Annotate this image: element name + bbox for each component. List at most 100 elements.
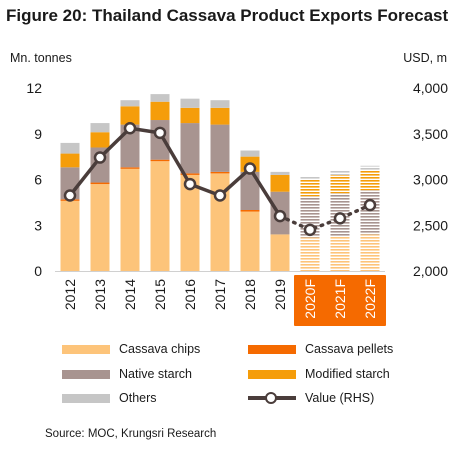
legend-label-modified-starch: Modified starch <box>305 367 390 381</box>
value-point-2014 <box>123 122 137 135</box>
x-tick-2020f: 2020F <box>302 279 318 319</box>
y-tick-right-4000: 4,000 <box>413 80 448 96</box>
bar-cassava-pellets-2013 <box>90 182 110 185</box>
y-tick-left-0: 0 <box>34 263 42 279</box>
legend-item-cassava-pellets: Cassava pellets <box>248 342 393 356</box>
bar-others-2018 <box>240 150 260 157</box>
bar-cassava-chips-2018 <box>240 211 260 271</box>
y-tick-left-3: 3 <box>34 217 42 233</box>
bar-cassava-chips-2021f <box>330 235 350 271</box>
value-point-2018 <box>243 162 257 175</box>
legend-swatch-modified-starch <box>248 369 296 379</box>
y-tick-left-6: 6 <box>34 172 42 188</box>
x-tick-2016: 2016 <box>182 279 198 310</box>
legend-swatch-cassava-pellets <box>248 344 296 354</box>
bar-modified-starch-2015 <box>150 101 170 121</box>
bar-modified-starch-2016 <box>180 107 200 124</box>
y-axis-label-right: USD, m <box>403 51 447 65</box>
bar-modified-starch-2014 <box>120 106 140 125</box>
value-point-2020f <box>303 223 317 237</box>
legend-item-modified-starch: Modified starch <box>248 367 390 381</box>
x-tick-2021f: 2021F <box>332 279 348 319</box>
legend-item-value-rhs: Value (RHS) <box>248 391 374 405</box>
bar-others-2013 <box>90 123 110 133</box>
y-axis-label-left: Mn. tonnes <box>10 51 72 65</box>
x-tick-2014: 2014 <box>122 279 138 310</box>
forecast-highlight-box <box>294 275 386 326</box>
bar-others-2020f <box>300 176 320 180</box>
x-tick-2015: 2015 <box>152 279 168 310</box>
bar-modified-starch-2021f <box>330 174 350 194</box>
legend-swatch-others <box>62 393 110 403</box>
bar-others-2014 <box>120 100 140 107</box>
value-point-2012 <box>63 189 77 202</box>
x-tick-2022f: 2022F <box>362 279 378 319</box>
y-tick-left-12: 12 <box>26 80 42 96</box>
bar-cassava-chips-2022f <box>360 234 380 271</box>
value-point-2019 <box>273 209 287 223</box>
x-tick-2012: 2012 <box>62 279 78 310</box>
source-note: Source: MOC, Krungsri Research <box>45 428 217 440</box>
bar-native-starch-2022f <box>360 190 380 235</box>
bar-others-2022f <box>360 165 380 171</box>
bar-cassava-pellets-2018 <box>240 210 260 212</box>
y-tick-left-9: 9 <box>34 126 42 142</box>
bar-modified-starch-2013 <box>90 132 110 148</box>
y-tick-right-2500: 2,500 <box>413 217 448 233</box>
value-point-2015 <box>153 126 167 140</box>
value-line-actual <box>68 126 282 218</box>
bar-others-2012 <box>60 142 80 154</box>
legend-item-cassava-chips: Cassava chips <box>62 342 200 356</box>
bar-cassava-chips-2020f <box>300 237 320 271</box>
bar-cassava-chips-2019 <box>270 234 290 271</box>
bar-cassava-chips-2016 <box>180 174 200 271</box>
x-tick-2018: 2018 <box>242 279 258 310</box>
y-tick-right-3500: 3,500 <box>413 126 448 142</box>
x-tick-2017: 2017 <box>212 279 228 310</box>
bar-cassava-chips-2012 <box>60 200 80 271</box>
bar-cassava-chips-2013 <box>90 184 110 271</box>
legend-item-others: Others <box>62 391 157 405</box>
bar-others-2017 <box>210 100 230 108</box>
value-point-2022f <box>363 198 377 212</box>
legend-label-others: Others <box>119 391 157 405</box>
bar-native-starch-2016 <box>180 123 200 174</box>
bar-others-2021f <box>330 170 350 175</box>
bar-cassava-pellets-2016 <box>180 173 200 175</box>
bar-modified-starch-2012 <box>60 153 80 168</box>
y-tick-right-3000: 3,000 <box>413 172 448 188</box>
bar-native-starch-2017 <box>210 124 230 172</box>
value-point-2016 <box>183 177 197 191</box>
chart-title: Figure 20: Thailand Cassava Product Expo… <box>6 6 449 25</box>
bar-others-2019 <box>270 171 290 175</box>
bar-modified-starch-2022f <box>360 170 380 191</box>
bar-others-2016 <box>180 98 200 108</box>
bar-cassava-chips-2014 <box>120 168 140 271</box>
legend-swatch-cassava-chips <box>62 344 110 354</box>
legend-label-cassava-pellets: Cassava pellets <box>305 342 394 356</box>
legend-item-native-starch: Native starch <box>62 367 192 381</box>
legend-swatch-native-starch <box>62 369 110 379</box>
bar-modified-starch-2020f <box>300 179 320 197</box>
legend-swatch-value-marker <box>265 392 277 404</box>
legend-label-cassava-chips: Cassava chips <box>119 342 201 356</box>
value-point-2017 <box>213 189 227 202</box>
value-point-2013 <box>93 151 107 164</box>
bar-cassava-pellets-2014 <box>120 167 140 169</box>
bar-native-starch-2015 <box>150 120 170 160</box>
legend-label-value-rhs: Value (RHS) <box>305 391 375 405</box>
legend-swatch-value-rhs <box>248 392 296 404</box>
y-tick-right-2000: 2,000 <box>413 263 448 279</box>
bar-cassava-pellets-2015 <box>150 159 170 162</box>
bar-modified-starch-2017 <box>210 107 230 125</box>
bar-cassava-pellets-2017 <box>210 171 230 174</box>
x-tick-2019: 2019 <box>272 279 288 310</box>
bar-modified-starch-2019 <box>270 174 290 192</box>
bar-native-starch-2018 <box>240 171 260 210</box>
value-line-forecast <box>278 203 372 232</box>
value-point-2021f <box>333 212 347 225</box>
bar-others-2015 <box>150 94 170 102</box>
legend-label-native-starch: Native starch <box>119 367 192 381</box>
bar-cassava-chips-2015 <box>150 161 170 271</box>
